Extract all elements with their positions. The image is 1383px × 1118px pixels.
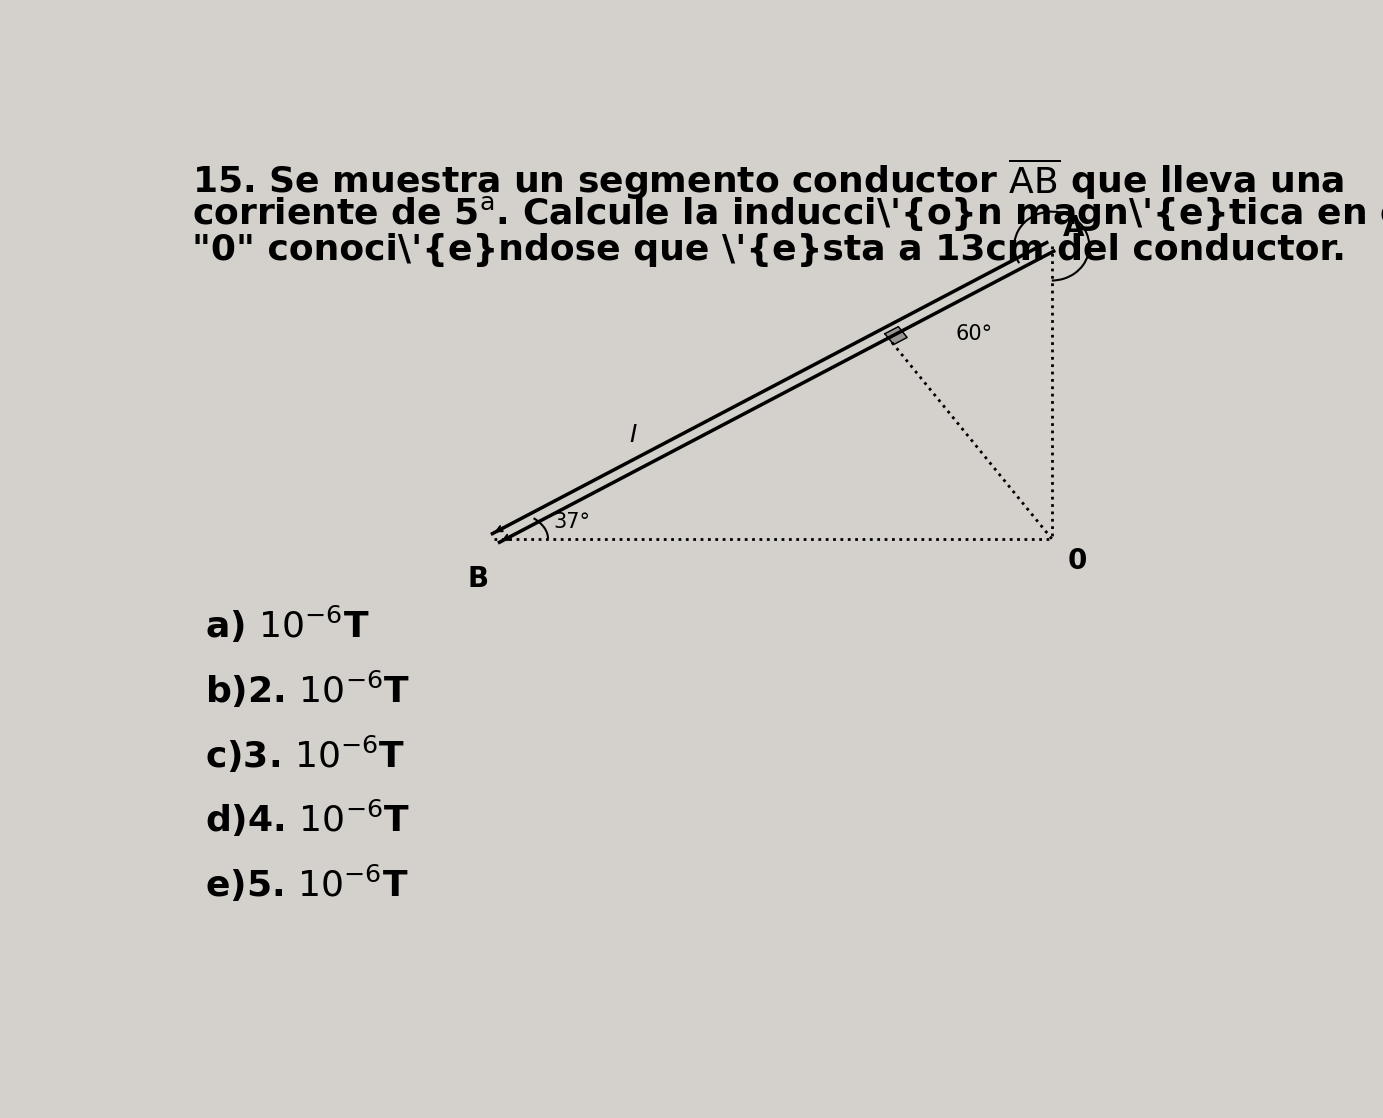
Text: b)2. $10^{-6}$T: b)2. $10^{-6}$T xyxy=(205,669,409,710)
Text: A: A xyxy=(1062,214,1084,241)
Text: c)3. $10^{-6}$T: c)3. $10^{-6}$T xyxy=(205,733,405,775)
Text: corriente de 5$^\mathsf{a}$. Calcule la inducci\'{o}n magn\'{e}tica en el punto: corriente de 5$^\mathsf{a}$. Calcule la … xyxy=(192,195,1383,234)
Text: d)4. $10^{-6}$T: d)4. $10^{-6}$T xyxy=(205,798,409,840)
Text: 60°: 60° xyxy=(956,323,993,343)
Text: a) $10^{-6}$T: a) $10^{-6}$T xyxy=(205,604,369,645)
Text: 37°: 37° xyxy=(553,512,591,532)
Text: 0: 0 xyxy=(1068,548,1087,576)
Polygon shape xyxy=(885,326,907,344)
Text: e)5. $10^{-6}$T: e)5. $10^{-6}$T xyxy=(205,862,408,903)
Text: B: B xyxy=(467,565,490,593)
Text: 15. Se muestra un segmento conductor $\overline{\mathsf{AB}}$ que lleva una: 15. Se muestra un segmento conductor $\o… xyxy=(192,155,1344,201)
Text: "0" conoci\'{e}ndose que \'{e}sta a 13cm del conductor.: "0" conoci\'{e}ndose que \'{e}sta a 13cm… xyxy=(192,234,1346,267)
Text: I: I xyxy=(629,424,636,447)
